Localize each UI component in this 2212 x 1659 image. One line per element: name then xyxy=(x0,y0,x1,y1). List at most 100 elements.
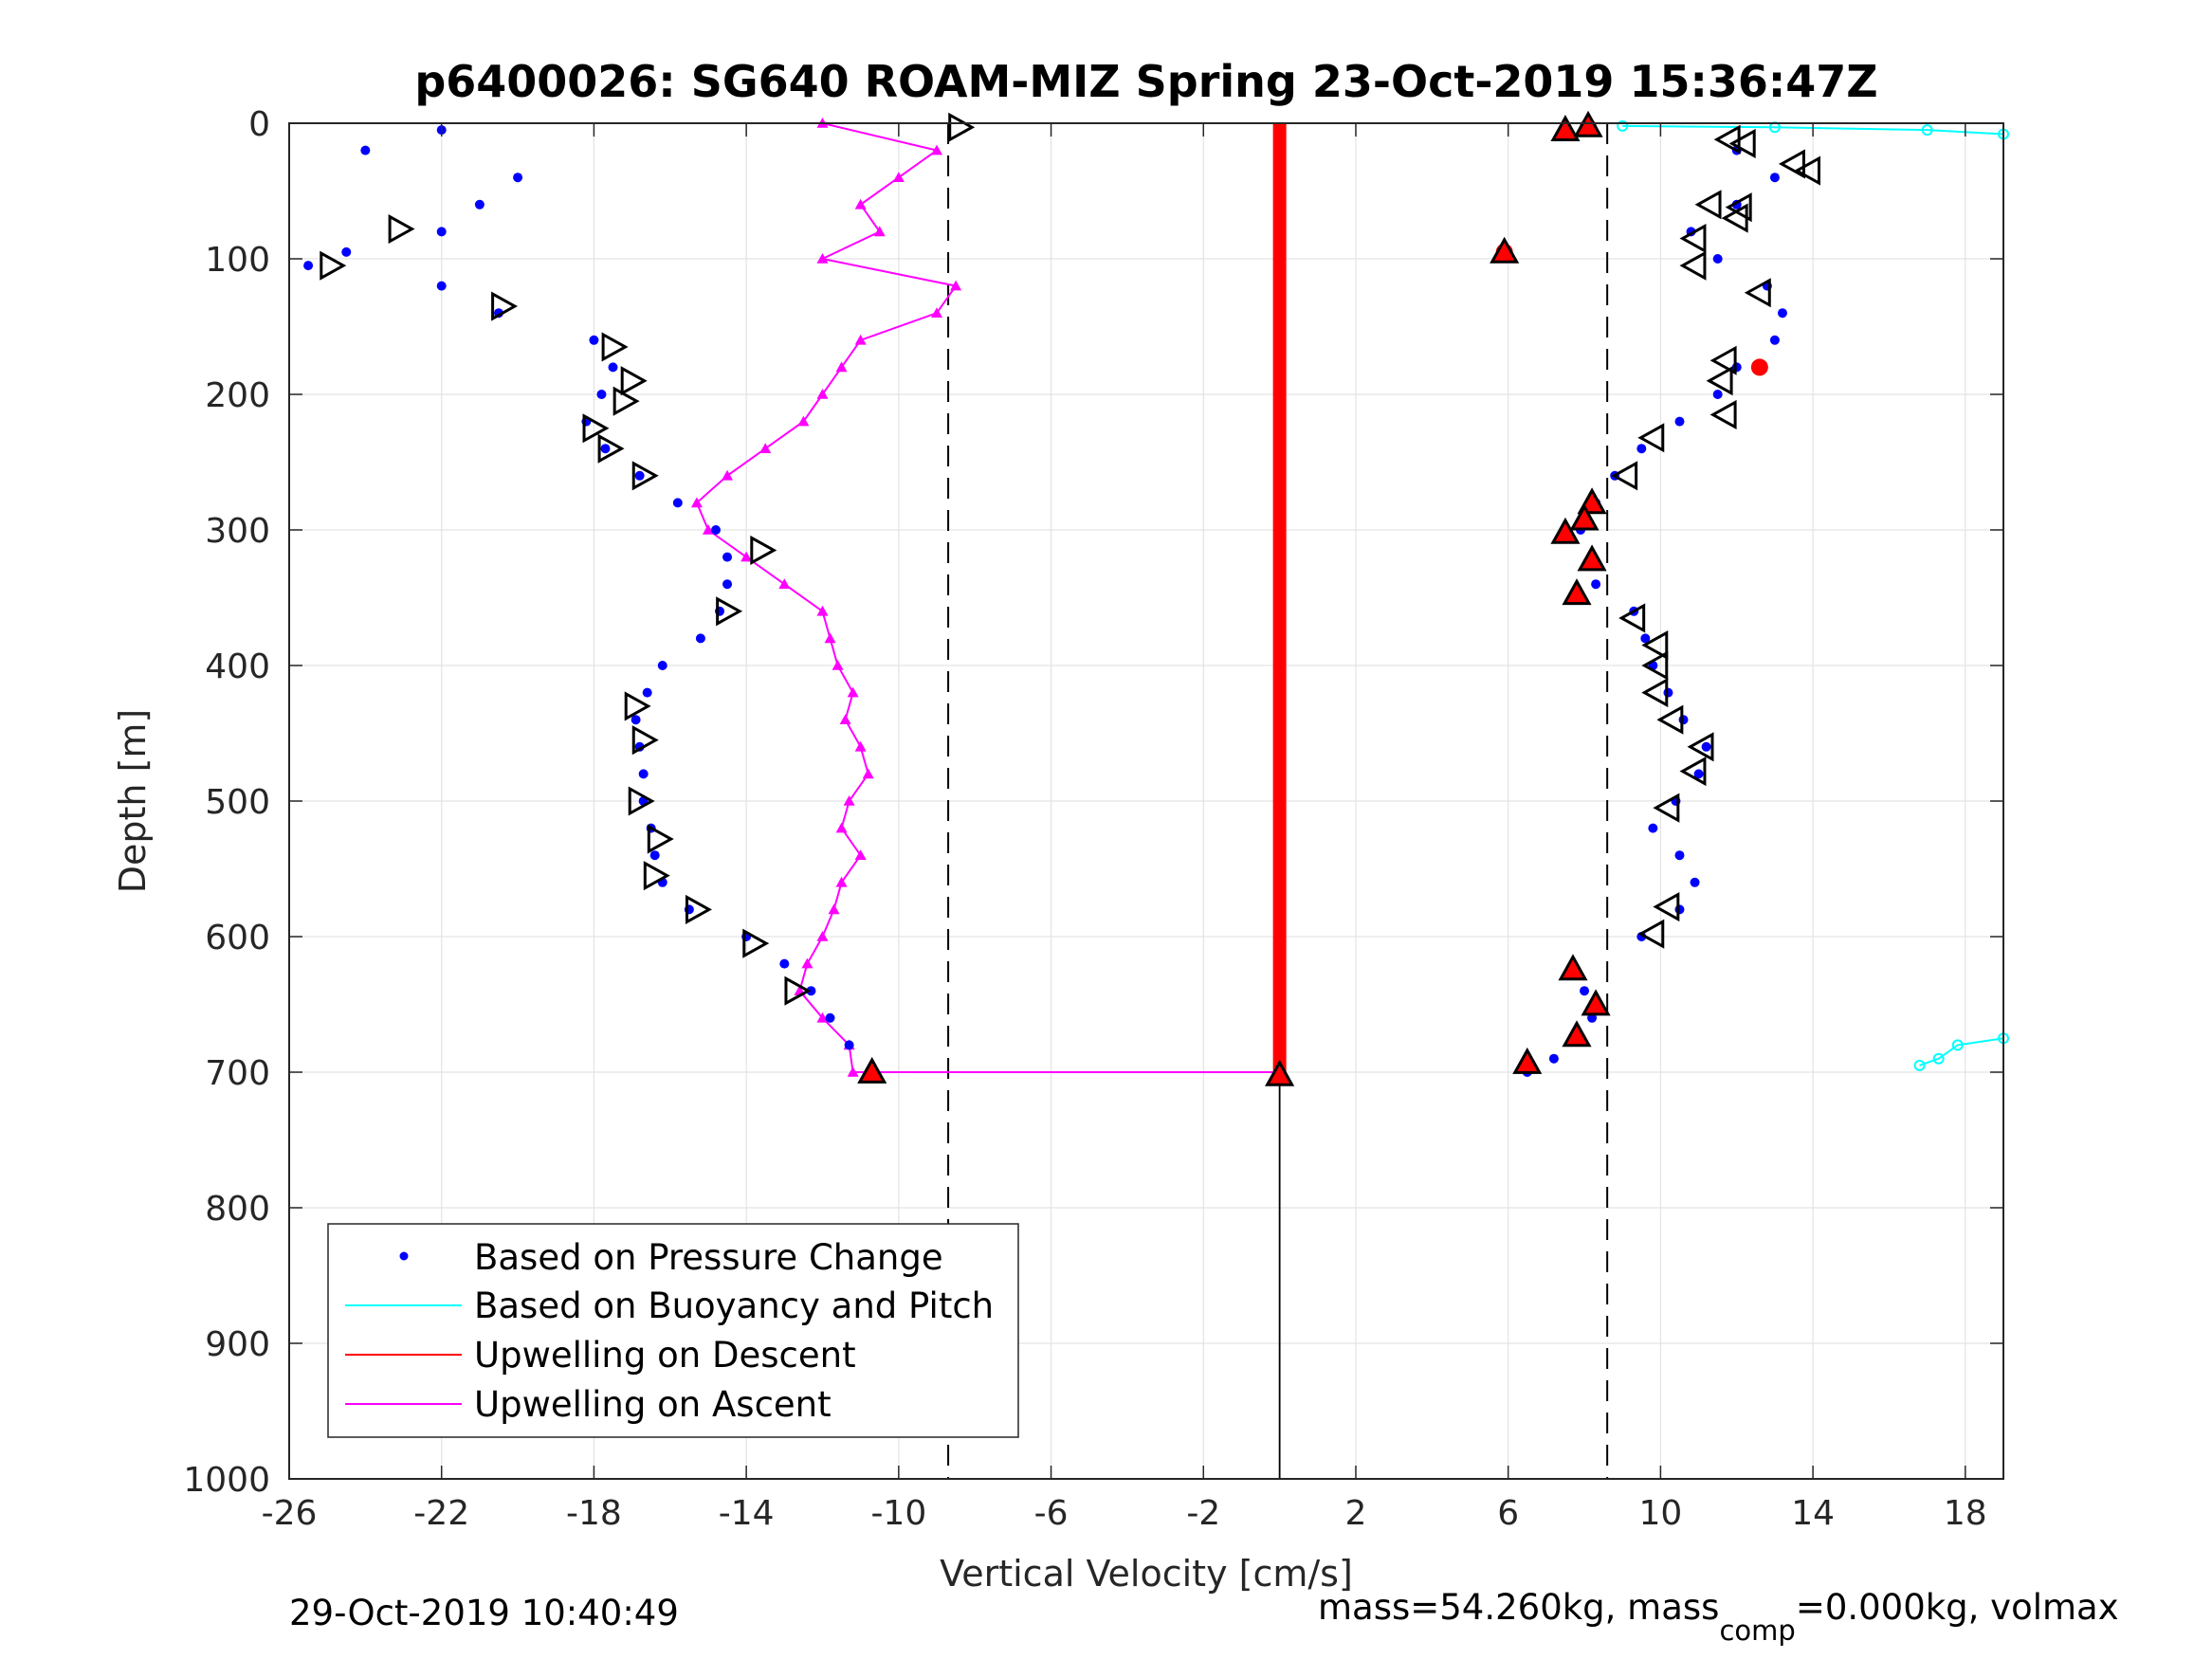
filled-triangle-marker xyxy=(1265,1059,1295,1086)
filled-triangle-marker xyxy=(1569,503,1600,531)
x-ticks: -26 -22 -18 -14 -10 -6 -2 2 6 10 14 18 xyxy=(262,123,1987,1533)
open-triangle-marker xyxy=(1744,278,1771,308)
pressure-descent-point xyxy=(360,145,371,155)
pressure-ascent-point xyxy=(1674,416,1685,427)
upwelling-ascent-point xyxy=(740,551,753,562)
pressure-descent-point xyxy=(649,850,660,861)
footer-timestamp: 29-Oct-2019 10:40:49 xyxy=(289,1593,679,1633)
buoyancy-pitch-point xyxy=(1913,1059,1926,1071)
pressure-ascent-point xyxy=(1678,715,1689,725)
pressure-descent-point xyxy=(600,444,611,454)
y-tick-label: 400 xyxy=(205,647,270,686)
upwelling-ascent-point xyxy=(778,578,791,589)
open-triangle-marker xyxy=(1706,366,1733,396)
upwelling-ascent-point xyxy=(862,768,874,779)
upwelling-ascent-point xyxy=(797,415,810,427)
pressure-ascent-point xyxy=(1712,254,1723,264)
pressure-ascent-point xyxy=(1674,850,1685,861)
open-triangle-marker xyxy=(628,786,655,816)
x-tick-label: -18 xyxy=(566,1494,622,1533)
footer-mass-suffix: =0.000kg, volmax xyxy=(1796,1587,2119,1628)
pressure-descent-point xyxy=(436,281,447,291)
pressure-descent-point xyxy=(631,715,641,725)
upwelling-ascent-point xyxy=(824,632,836,644)
pressure-descent-point xyxy=(608,362,618,373)
open-triangle-marker xyxy=(1679,250,1707,281)
x-tick-label: -26 xyxy=(262,1494,318,1533)
pressure-ascent-point xyxy=(1648,823,1658,833)
upwelling-ascent-point xyxy=(854,849,867,860)
open-triangle-marker xyxy=(597,433,625,464)
y-tick-label: 1000 xyxy=(183,1461,270,1500)
upwelling-ascent-point xyxy=(835,876,848,887)
x-tick-label: -2 xyxy=(1186,1494,1220,1533)
footer-mass-info: mass=54.260kg, masscomp=0.000kg, volmax xyxy=(1318,1587,2119,1647)
upwelling-ascent-point xyxy=(828,903,840,915)
x-tick-label: 10 xyxy=(1638,1494,1682,1533)
open-triangle-marker xyxy=(1694,190,1722,220)
open-triangle-marker xyxy=(1653,891,1680,922)
open-triangle-marker xyxy=(1641,650,1669,681)
y-tick-label: 700 xyxy=(205,1054,270,1093)
pressure-descent-point xyxy=(513,173,523,183)
chart-title: p6400026: SG640 ROAM-MIZ Spring 23-Oct-2… xyxy=(414,56,1877,107)
x-tick-label: -14 xyxy=(719,1494,775,1533)
pressure-ascent-point xyxy=(1777,308,1787,319)
upwelling-ascent-point xyxy=(950,280,962,291)
upwelling-ascent-point xyxy=(854,740,867,752)
y-tick-label: 0 xyxy=(248,105,270,144)
filled-triangle-marker xyxy=(1558,954,1588,981)
pressure-descent-point xyxy=(642,687,652,698)
pressure-descent-point xyxy=(634,470,645,481)
open-triangle-marker xyxy=(742,928,770,958)
buoyancy-pitch-point xyxy=(1617,119,1629,132)
upwelling-ascent-point xyxy=(835,822,848,833)
pressure-ascent-point xyxy=(1693,769,1704,779)
open-triangle-marker xyxy=(643,861,670,891)
x-tick-label: -6 xyxy=(1034,1494,1069,1533)
x-tick-label: 2 xyxy=(1345,1494,1367,1533)
open-triangle-marker xyxy=(1728,128,1756,158)
x-tick-label: -22 xyxy=(413,1494,469,1533)
pressure-descent-point xyxy=(722,552,733,562)
upwelling-ascent-point xyxy=(832,660,844,670)
legend-label-upwelling-descent: Upwelling on Descent xyxy=(474,1335,856,1376)
open-triangle-marker xyxy=(750,535,777,565)
filled-triangle-marker xyxy=(1581,989,1611,1016)
buoyancy-pitch-point xyxy=(1951,1039,1964,1051)
y-tick-label: 300 xyxy=(205,512,270,551)
y-axis-label: Depth [m] xyxy=(112,709,154,894)
open-triangle-marker xyxy=(1637,423,1665,453)
pressure-ascent-point xyxy=(1591,579,1601,590)
legend-box xyxy=(327,1223,1019,1438)
open-triangle-marker xyxy=(948,112,976,142)
open-triangle-marker xyxy=(612,386,640,416)
x-tick-label: 14 xyxy=(1791,1494,1835,1533)
pressure-ascent-point xyxy=(1636,444,1647,454)
open-triangle-marker xyxy=(631,461,659,491)
upwelling-ascent-point xyxy=(847,686,859,698)
x-axis-label: Vertical Velocity [cm/s] xyxy=(940,1553,1353,1595)
open-triangle-marker xyxy=(1687,732,1714,762)
pressure-ascent-point xyxy=(1548,1053,1559,1064)
upwelling-ascent-point xyxy=(931,307,943,318)
upwelling-ascent-point xyxy=(801,957,814,969)
pressure-descent-point xyxy=(341,246,352,257)
open-triangle-marker xyxy=(601,332,629,362)
pressure-descent-point xyxy=(722,579,733,590)
buoyancy-pitch-line xyxy=(1919,1037,2004,1066)
filled-triangle-marker xyxy=(1512,1047,1543,1074)
open-triangle-marker xyxy=(784,975,812,1006)
upwelling-ascent-point xyxy=(835,361,848,373)
pressure-ascent-point xyxy=(1769,173,1780,183)
open-triangle-marker xyxy=(1618,603,1646,633)
x-tick-label: -10 xyxy=(870,1494,926,1533)
pressure-ascent-point xyxy=(1580,986,1590,996)
pressure-ascent-point xyxy=(1674,904,1685,915)
buoyancy-pitch-point xyxy=(1921,124,1933,137)
open-triangle-marker xyxy=(1641,678,1669,708)
open-triangle-marker xyxy=(1679,224,1707,254)
open-triangle-marker xyxy=(1679,756,1707,787)
pressure-ascent-point xyxy=(1640,633,1651,644)
filled-triangle-marker xyxy=(1562,578,1592,606)
